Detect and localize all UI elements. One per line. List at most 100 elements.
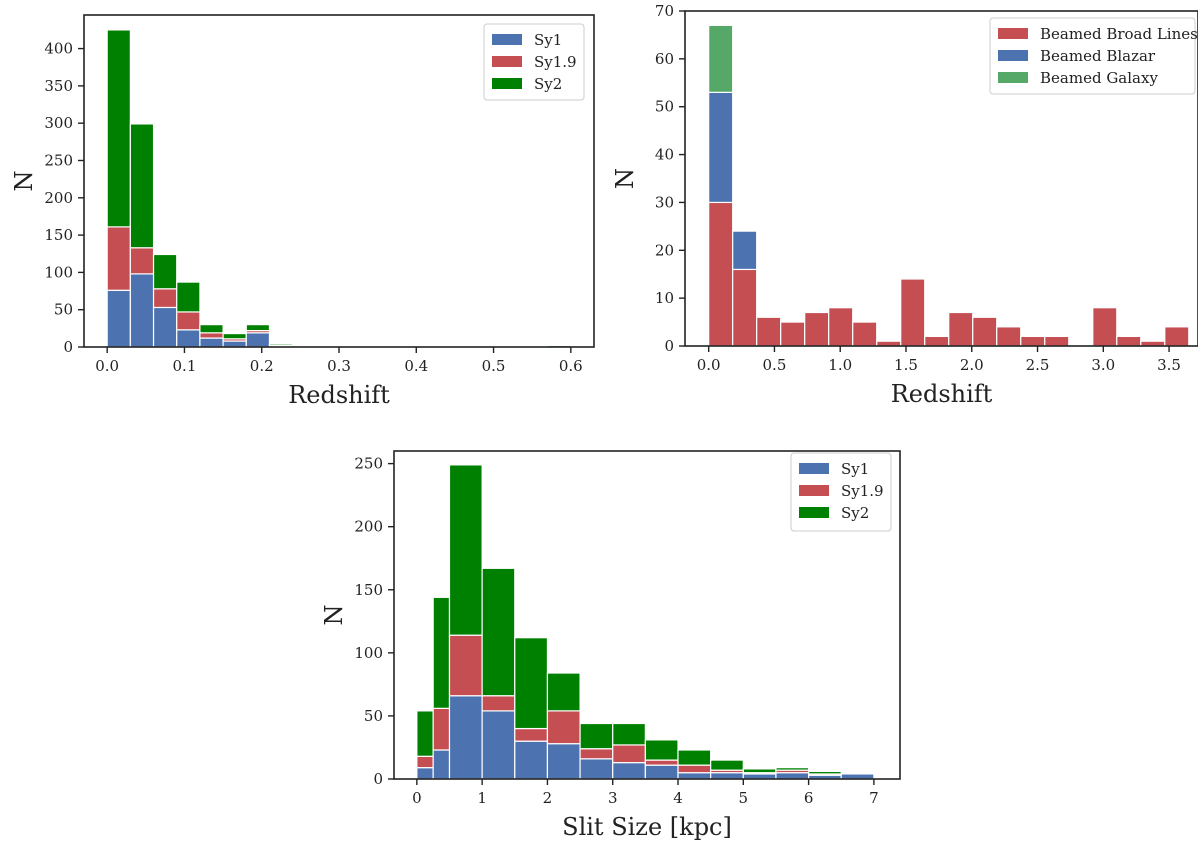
- bar-beamed-broad-lines-bin-16: [1092, 307, 1118, 347]
- legend-box: [989, 17, 1196, 95]
- y-tick-label: 150: [44, 226, 73, 244]
- bar-sy2-bin-0: [416, 710, 434, 757]
- x-tick-label: 3.5: [1157, 356, 1181, 374]
- y-tick-label: 100: [44, 263, 73, 281]
- bar-sy1-bin-4: [199, 337, 224, 348]
- bar-sy1-bin-2: [152, 306, 178, 348]
- bar-sy1-9-bin-8: [644, 759, 679, 766]
- x-tick-label: 2: [543, 789, 553, 807]
- bar-sy1-9-bin-9: [677, 764, 712, 774]
- bar-beamed-broad-lines-bin-1: [732, 268, 758, 347]
- x-tick-label: 4: [673, 789, 683, 807]
- bar-sy2-bin-6: [245, 324, 271, 332]
- redshift-histogram-seyfert: 0.0 0.1 0.2 0.3 0.4 0.5 0.6 0 50 100 150 200 250 300 3…: [10, 14, 595, 409]
- bars: [416, 464, 875, 780]
- bar-beamed-broad-lines-bin-14: [1044, 335, 1070, 347]
- x-tick-label: 0.0: [95, 357, 119, 375]
- bar-sy1-bin-6: [579, 758, 614, 780]
- legend-swatch: [799, 507, 829, 518]
- x-tick-label: 3: [608, 789, 618, 807]
- bar-beamed-blazar-bin-1: [732, 230, 758, 271]
- bar-sy1-9-bin-1: [129, 247, 155, 275]
- legend-swatch: [492, 34, 522, 45]
- bar-sy1-bin-3: [176, 329, 201, 348]
- x-tick-label: 0.4: [404, 357, 428, 375]
- bar-sy1-9-bin-3: [481, 695, 516, 712]
- y-tick-label: 250: [44, 151, 73, 169]
- axes-frame: [393, 450, 901, 780]
- legend-label: Beamed Broad Lines: [1040, 25, 1198, 43]
- y-axis-label: N: [10, 171, 38, 192]
- x-tick-label: 1.0: [828, 356, 852, 374]
- bar-sy2-bin-4: [199, 324, 224, 334]
- x-tick-label: 0.1: [173, 357, 197, 375]
- y-tick-label: 350: [44, 77, 73, 95]
- bar-sy2-bin-7: [268, 343, 294, 347]
- x-tick-label: 2.5: [1026, 356, 1050, 374]
- x-tick-label: 0.2: [250, 357, 274, 375]
- bar-beamed-broad-lines-bin-4: [804, 311, 830, 347]
- bar-beamed-broad-lines-bin-12: [996, 326, 1022, 347]
- bar-sy1-bin-4: [514, 740, 549, 780]
- y-tick-label: 50: [364, 707, 383, 725]
- bar-sy1-9-bin-0: [416, 755, 434, 769]
- bar-sy2-bin-5: [222, 332, 247, 340]
- bars: [708, 24, 1190, 347]
- bar-sy1-9-bin-2: [152, 288, 178, 309]
- axes-frame: [684, 10, 1198, 347]
- legend-label: Beamed Blazar: [1040, 47, 1156, 65]
- y-tick-label: 30: [655, 193, 674, 211]
- y-axis-label: N: [611, 168, 639, 189]
- y-tick-label: 20: [655, 241, 674, 259]
- legend-swatch: [998, 50, 1028, 61]
- legend: Sy1 Sy1.9 Sy2: [483, 23, 585, 101]
- legend-swatch: [492, 56, 522, 67]
- bar-beamed-broad-lines-bin-8: [900, 278, 926, 347]
- bar-sy2-bin-7: [612, 722, 646, 746]
- bar-sy2-bin-5: [546, 672, 581, 712]
- y-tick-label: 300: [44, 114, 73, 132]
- legend-label: Sy1: [841, 460, 869, 478]
- bar-sy1-9-bin-4: [199, 332, 224, 339]
- bar-sy2-bin-1: [432, 596, 451, 709]
- x-tick-label: 1.5: [894, 356, 918, 374]
- bar-beamed-broad-lines-bin-2: [756, 316, 782, 347]
- x-axis-label: Redshift: [288, 381, 390, 409]
- x-tick-label: 2.0: [960, 356, 984, 374]
- bar-beamed-broad-lines-bin-19: [1164, 326, 1190, 347]
- bar-sy2-bin-1: [129, 123, 155, 249]
- slit-size-histogram: 0 1 2 3 4 5 6 7 0 50 100 150 200 250 Slit Size [kpc] N S…: [320, 450, 901, 841]
- bar-beamed-broad-lines-bin-6: [852, 321, 878, 347]
- bar-sy1-9-bin-0: [106, 226, 131, 291]
- x-axis-label: Redshift: [891, 380, 993, 408]
- bar-beamed-blazar-bin-0: [708, 91, 734, 204]
- legend-swatch: [998, 72, 1028, 83]
- x-tick-label: 6: [804, 789, 814, 807]
- y-tick-label: 250: [354, 455, 383, 473]
- legend-label: Sy2: [534, 75, 562, 93]
- x-tick-label: 0.6: [559, 357, 583, 375]
- y-tick-label: 150: [354, 581, 383, 599]
- bar-sy1-bin-0: [416, 767, 434, 780]
- bar-sy1-9-bin-1: [432, 707, 451, 751]
- bar-sy2-bin-6: [579, 722, 614, 750]
- y-tick-label: 200: [44, 189, 73, 207]
- legend-label: Sy1.9: [534, 53, 577, 71]
- bar-sy2-bin-3: [176, 281, 201, 313]
- bar-beamed-broad-lines-bin-5: [828, 307, 854, 347]
- y-tick-label: 0: [373, 770, 383, 788]
- y-tick-label: 70: [655, 2, 674, 20]
- x-tick-label: 0.5: [482, 357, 506, 375]
- y-tick-label: 60: [655, 50, 674, 68]
- bar-sy2-bin-11: [742, 768, 777, 774]
- bar-sy1-9-bin-4: [514, 727, 549, 742]
- bar-beamed-broad-lines-bin-3: [780, 321, 806, 347]
- x-tick-label: 0.0: [697, 356, 721, 374]
- legend-label: Sy1: [534, 31, 562, 49]
- bar-beamed-broad-lines-bin-9: [924, 335, 950, 347]
- bar-sy1-9-bin-3: [176, 311, 201, 331]
- legend-swatch: [799, 463, 829, 474]
- y-tick-label: 100: [354, 644, 383, 662]
- bar-sy2-bin-0: [106, 29, 131, 228]
